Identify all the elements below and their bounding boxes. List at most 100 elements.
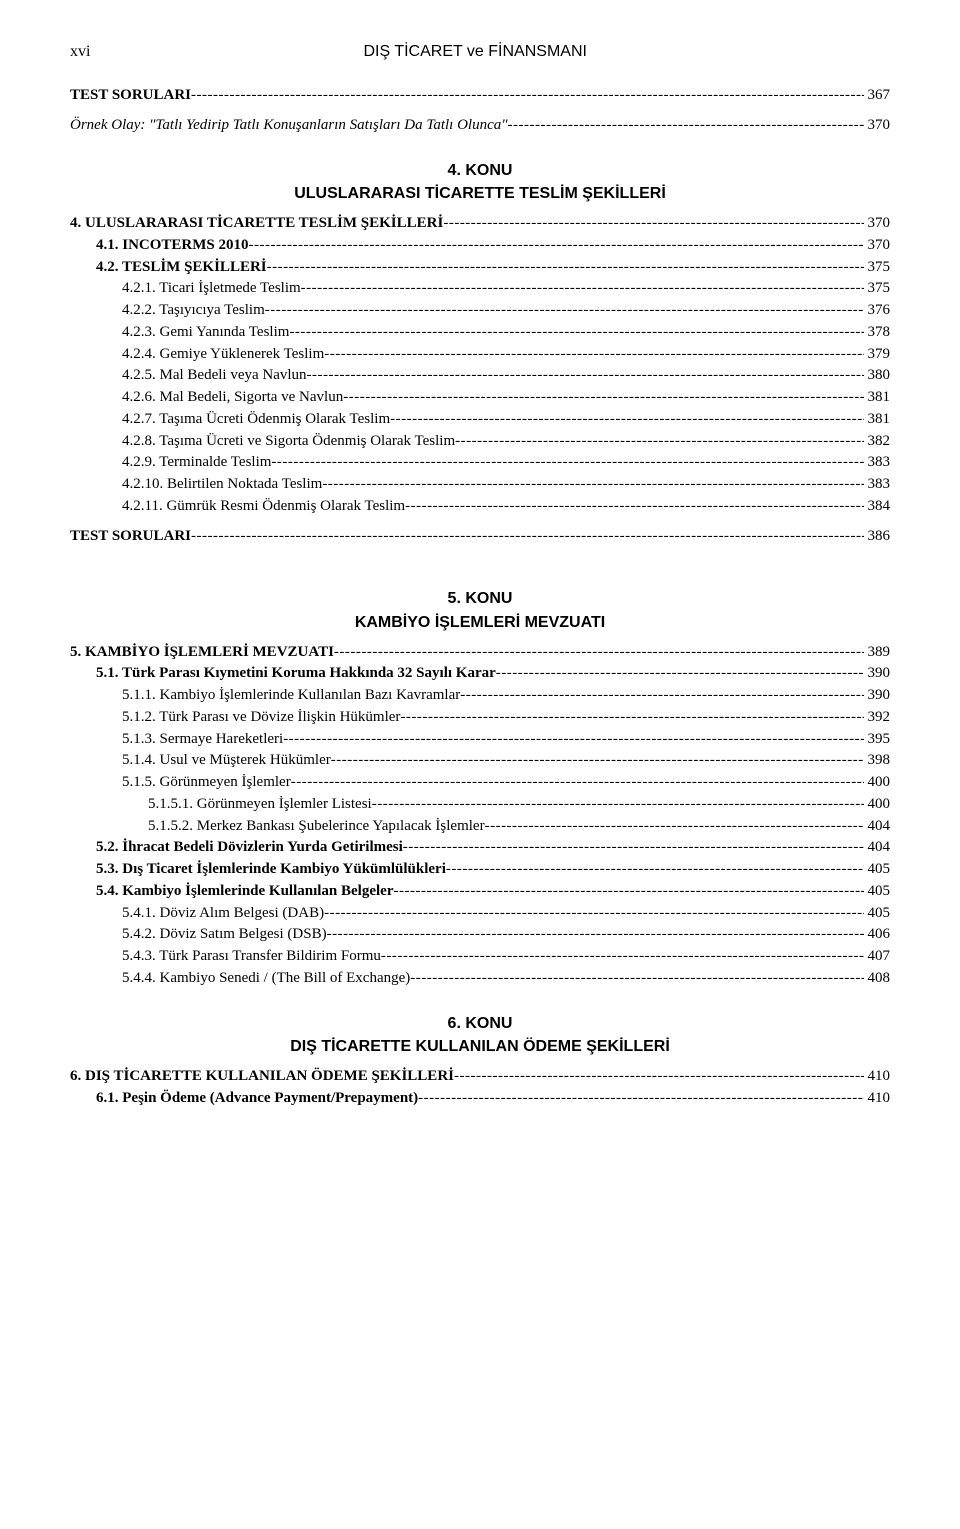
toc-leader — [307, 365, 864, 387]
toc-label: 5. KAMBİYO İŞLEMLERİ MEVZUATI — [70, 642, 334, 664]
toc-label: TEST SORULARI — [70, 85, 191, 107]
toc-page-number: 405 — [864, 859, 891, 881]
toc-leader — [381, 946, 864, 968]
toc-label: 4.2. TESLİM ŞEKİLLERİ — [96, 257, 267, 279]
toc-page-number: 390 — [864, 663, 891, 685]
toc-entry: 5.1.5. Görünmeyen İşlemler400 — [70, 772, 890, 794]
toc-label: 5.1.2. Türk Parası ve Dövize İlişkin Hük… — [122, 707, 400, 729]
toc-label: 5.1.5.2. Merkez Bankası Şubelerince Yapı… — [148, 816, 485, 838]
section-title: ULUSLARARASI TİCARETTE TESLİM ŞEKİLLERİ — [70, 182, 890, 205]
toc-leader — [301, 278, 864, 300]
toc-leader — [400, 707, 863, 729]
toc-label: 5.1.4. Usul ve Müşterek Hükümler — [122, 750, 331, 772]
section-number: 6. KONU — [70, 1012, 890, 1035]
toc-leader — [405, 496, 863, 518]
toc-entry: TEST SORULARI 367 — [70, 85, 890, 107]
toc-page-number: 405 — [864, 903, 891, 925]
toc-entry: 4.2.4. Gemiye Yüklenerek Teslim 379 — [70, 344, 890, 366]
toc-entry: 5.1.2. Türk Parası ve Dövize İlişkin Hük… — [70, 707, 890, 729]
toc-label: 6.1. Peşin Ödeme (Advance Payment/Prepay… — [96, 1088, 418, 1110]
toc-label: 4.2.11. Gümrük Resmi Ödenmiş Olarak Tesl… — [122, 496, 405, 518]
toc-leader — [283, 729, 863, 751]
toc-page-number: 370 — [864, 213, 891, 235]
toc-leader — [271, 452, 863, 474]
toc-page-number: 408 — [864, 968, 891, 990]
toc-leader — [334, 642, 864, 664]
toc-leader — [390, 409, 863, 431]
toc-page-number: 375 — [864, 278, 891, 300]
toc-page-number: 378 — [864, 322, 891, 344]
toc-page-number: 370 — [864, 235, 891, 257]
toc-label: 5.2. İhracat Bedeli Dövizlerin Yurda Get… — [96, 837, 403, 859]
section-heading: 5. KONUKAMBİYO İŞLEMLERİ MEVZUATI — [70, 587, 890, 633]
toc-body: TEST SORULARI 367 Örnek Olay: "Tatlı Yedi… — [70, 85, 890, 1109]
toc-page-number: 381 — [864, 409, 891, 431]
toc-page-number: 367 — [864, 85, 891, 107]
toc-label: 4.1. INCOTERMS 2010 — [96, 235, 249, 257]
toc-label: 4.2.10. Belirtilen Noktada Teslim — [122, 474, 322, 496]
toc-label: 4. ULUSLARARASI TİCARETTE TESLİM ŞEKİLLE… — [70, 213, 443, 235]
toc-label: 5.1.1. Kambiyo İşlemlerinde Kullanılan B… — [122, 685, 460, 707]
toc-label: 4.2.8. Taşıma Ücreti ve Sigorta Ödenmiş … — [122, 431, 455, 453]
toc-label: 4.2.3. Gemi Yanında Teslim — [122, 322, 289, 344]
toc-leader — [267, 257, 864, 279]
toc-entry: 5.2. İhracat Bedeli Dövizlerin Yurda Get… — [70, 837, 890, 859]
toc-label: 5.1.5. Görünmeyen İşlemler — [122, 772, 291, 794]
toc-leader — [410, 968, 863, 990]
toc-leader — [455, 431, 863, 453]
toc-label: 4.2.1. Ticari İşletmede Teslim — [122, 278, 301, 300]
page-title: DIŞ TİCARET ve FİNANSMANI — [364, 40, 587, 63]
toc-entry: Örnek Olay: "Tatlı Yedirip Tatlı Konuşan… — [70, 115, 890, 137]
toc-entry: 5.4. Kambiyo İşlemlerinde Kullanılan Bel… — [70, 881, 890, 903]
header-spacer — [860, 40, 890, 63]
toc-entry: 5.4.1. Döviz Alım Belgesi (DAB) 405 — [70, 903, 890, 925]
section-number: 4. KONU — [70, 159, 890, 182]
toc-page-number: 380 — [864, 365, 891, 387]
toc-page-number: 404 — [864, 837, 891, 859]
page-header: xvi DIŞ TİCARET ve FİNANSMANI — [70, 40, 890, 63]
toc-leader — [191, 526, 863, 548]
toc-label: 4.2.2. Taşıyıcıya Teslim — [122, 300, 265, 322]
toc-page-number: 389 — [864, 642, 891, 664]
toc-leader — [322, 474, 863, 496]
toc-page-number: 383 — [864, 474, 891, 496]
toc-page-number: 404 — [864, 816, 891, 838]
toc-page-number: 410 — [864, 1066, 891, 1088]
toc-label: 5.4.2. Döviz Satım Belgesi (DSB) — [122, 924, 327, 946]
toc-entry: 4.2.10. Belirtilen Noktada Teslim 383 — [70, 474, 890, 496]
toc-leader — [191, 85, 863, 107]
toc-leader — [496, 663, 864, 685]
section-title: DIŞ TİCARETTE KULLANILAN ÖDEME ŞEKİLLERİ — [70, 1035, 890, 1058]
toc-leader — [446, 859, 864, 881]
toc-page-number: 398 — [864, 750, 891, 772]
toc-page-number: 400 — [864, 794, 891, 816]
toc-label: 4.2.9. Terminalde Teslim — [122, 452, 271, 474]
toc-page-number: 386 — [864, 526, 891, 548]
toc-leader — [289, 322, 863, 344]
toc-page-number: 384 — [864, 496, 891, 518]
toc-entry: 5.1. Türk Parası Kıymetini Koruma Hakkın… — [70, 663, 890, 685]
toc-entry: 4.2.8. Taşıma Ücreti ve Sigorta Ödenmiş … — [70, 431, 890, 453]
toc-entry: 6.1. Peşin Ödeme (Advance Payment/Prepay… — [70, 1088, 890, 1110]
toc-label: 4.2.7. Taşıma Ücreti Ödenmiş Olarak Tesl… — [122, 409, 390, 431]
toc-label: 5.4.4. Kambiyo Senedi / (The Bill of Exc… — [122, 968, 410, 990]
toc-entry: 5.1.3. Sermaye Hareketleri 395 — [70, 729, 890, 751]
toc-leader — [508, 115, 864, 137]
toc-entry: 5.4.2. Döviz Satım Belgesi (DSB)406 — [70, 924, 890, 946]
toc-entry: 4. ULUSLARARASI TİCARETTE TESLİM ŞEKİLLE… — [70, 213, 890, 235]
toc-entry: 5.4.4. Kambiyo Senedi / (The Bill of Exc… — [70, 968, 890, 990]
toc-leader — [291, 772, 864, 794]
toc-leader — [343, 387, 863, 409]
toc-label: 6. DIŞ TİCARETTE KULLANILAN ÖDEME ŞEKİLL… — [70, 1066, 454, 1088]
toc-leader — [443, 213, 863, 235]
toc-entry: 5.1.5.2. Merkez Bankası Şubelerince Yapı… — [70, 816, 890, 838]
toc-entry: 5.1.1. Kambiyo İşlemlerinde Kullanılan B… — [70, 685, 890, 707]
section-title: KAMBİYO İŞLEMLERİ MEVZUATI — [70, 611, 890, 634]
toc-page-number: 381 — [864, 387, 891, 409]
toc-label: 5.1. Türk Parası Kıymetini Koruma Hakkın… — [96, 663, 496, 685]
toc-leader — [454, 1066, 864, 1088]
section-heading: 4. KONUULUSLARARASI TİCARETTE TESLİM ŞEK… — [70, 159, 890, 205]
toc-label: Örnek Olay: "Tatlı Yedirip Tatlı Konuşan… — [70, 115, 508, 137]
toc-label: 5.4.3. Türk Parası Transfer Bildirim For… — [122, 946, 381, 968]
toc-label: 4.2.5. Mal Bedeli veya Navlun — [122, 365, 307, 387]
